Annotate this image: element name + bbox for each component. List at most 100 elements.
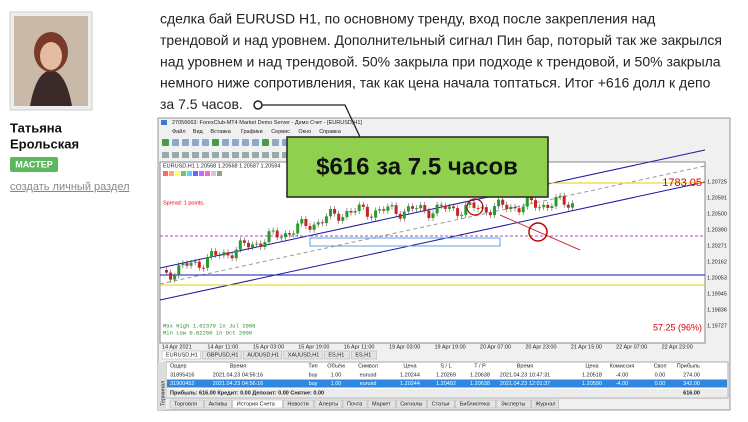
chart-tab[interactable] (242, 350, 283, 360)
toolbar-icon (222, 152, 229, 158)
terminal-tab[interactable] (531, 399, 559, 409)
table-cell: 31900452 (170, 381, 194, 387)
table-header: Время (230, 363, 247, 369)
terminal-tab[interactable] (283, 399, 315, 409)
toolbar-icon (192, 152, 199, 158)
terminal-tab[interactable] (232, 399, 283, 409)
toolbar-icon (252, 139, 259, 146)
terminal-tab[interactable] (395, 399, 427, 409)
terminal-tab-label: Активы (209, 401, 228, 407)
candle (206, 256, 209, 268)
terminal-tab[interactable] (169, 399, 204, 409)
time-tick-label: 15 Apr 03:00 (253, 344, 284, 350)
post-line: сделка бай EURUSD H1, по основному тренд… (160, 11, 655, 27)
chart-tab-label: ES,H1 (328, 352, 344, 358)
chart-tab-label: XAUUSD,H1 (288, 352, 319, 358)
menu-item[interactable]: Окно (298, 129, 311, 135)
candle (476, 207, 480, 209)
chart-tab[interactable] (324, 350, 350, 360)
candle (538, 207, 542, 209)
candle (304, 218, 308, 227)
terminal-tab[interactable] (204, 399, 233, 409)
table-cell: -4.00 (616, 381, 629, 387)
terminal-tab[interactable] (342, 399, 368, 409)
avatar-face (40, 42, 62, 70)
table-cell: 1.20638 (470, 381, 490, 387)
table-header: Символ (358, 363, 378, 369)
time-tick-label: 14 Apr 11:00 (207, 344, 238, 350)
price-tick-label: 1.20390 (707, 227, 727, 233)
table-cell: 1.00 (331, 372, 342, 378)
candle (411, 206, 414, 209)
candle (517, 208, 521, 213)
chart-tab-label: EURUSD,H1 (166, 352, 198, 358)
candle (353, 211, 357, 213)
highlight-circle (466, 198, 484, 216)
menu-item[interactable]: Вставка (210, 129, 231, 135)
table-header: S / L (440, 363, 451, 369)
candle (337, 213, 341, 221)
candle (263, 242, 267, 247)
toolbar-icon (212, 152, 219, 158)
candle (472, 202, 476, 208)
menu-item[interactable]: Справка (319, 129, 342, 135)
create-section-link[interactable]: создать личный раздел (10, 181, 130, 193)
terminal-tab-label: Почта (347, 401, 363, 407)
color-swatch (193, 171, 198, 176)
candle (259, 243, 263, 247)
terminal-tab[interactable] (427, 399, 456, 409)
terminal-tab[interactable] (367, 399, 396, 409)
table-header: Комиссия (610, 363, 635, 369)
chart-tab[interactable] (161, 350, 201, 360)
time-tick-label: 21 Apr 15:00 (571, 344, 602, 350)
candle (312, 224, 316, 230)
candle (529, 197, 533, 201)
candle (275, 230, 279, 238)
candle (357, 204, 361, 212)
toolbar-icon (252, 152, 259, 158)
time-tick-label: 15 Apr 19:00 (298, 344, 329, 350)
price-tick-label: 1.20271 (707, 243, 727, 249)
candle (308, 226, 312, 230)
chart-tab[interactable] (351, 350, 377, 360)
candle (480, 207, 484, 209)
color-swatch (175, 171, 180, 176)
table-cell: 1.20244 (400, 372, 420, 378)
avatar-body (30, 70, 72, 106)
color-swatch (205, 171, 210, 176)
callout-connector (258, 104, 361, 138)
menu-item[interactable]: Файл (172, 128, 186, 135)
terminal-tab[interactable] (496, 399, 531, 409)
candle (382, 209, 386, 211)
price-tick-label: 1.20591 (707, 195, 727, 201)
terminal-tab[interactable] (314, 399, 343, 409)
candle (406, 206, 410, 212)
post-line: над уровнем и над трендовой. 50% закрыла… (160, 53, 721, 69)
terminal-tab-label: Алерты (319, 401, 338, 407)
chart-tab[interactable] (283, 350, 323, 360)
candle (234, 249, 238, 259)
table-cell: 342.00 (683, 381, 700, 387)
terminal-tab[interactable] (455, 399, 497, 409)
terminal-tab-label: Журнал (535, 401, 555, 407)
candle (562, 195, 566, 205)
time-tick-label: 22 Apr 07:00 (616, 344, 647, 350)
menu-item[interactable]: Вид (193, 129, 204, 135)
menu-item[interactable]: Сервис (271, 129, 290, 135)
price-tick-label: 1.20725 (707, 179, 727, 185)
channel-mid (159, 165, 706, 285)
candle (181, 263, 185, 266)
chart-tab[interactable] (202, 350, 242, 360)
terminal-tab-label: Статьи (432, 401, 450, 407)
time-tick-label: 20 Apr 07:00 (480, 344, 511, 350)
side-label: Терминал (160, 381, 166, 406)
candle (546, 204, 550, 208)
menu-item[interactable]: Графики (241, 129, 263, 135)
color-swatch (217, 171, 222, 176)
row-selected (167, 379, 727, 388)
candle (566, 204, 570, 208)
candle (173, 275, 177, 280)
candle (197, 261, 201, 268)
candle (452, 206, 455, 209)
